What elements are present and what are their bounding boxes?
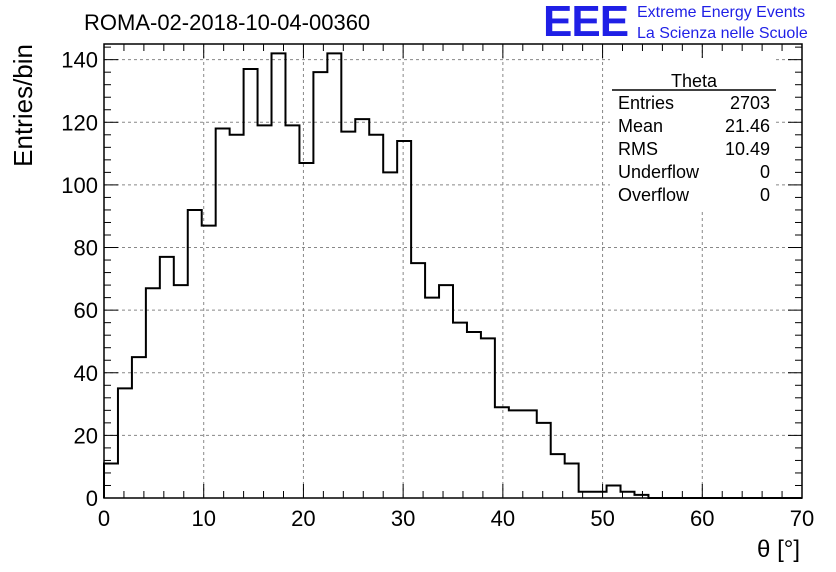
stat-mean: Mean 21.46 — [618, 116, 770, 137]
y-tick-label: 40 — [74, 361, 98, 386]
stat-underflow: Underflow 0 — [618, 162, 770, 183]
stat-label: Underflow — [618, 162, 700, 182]
x-axis-label: θ [°] — [757, 536, 800, 563]
stat-value: 21.46 — [724, 116, 770, 136]
x-tick-label: 40 — [491, 506, 515, 531]
histogram-series-line — [103, 52, 802, 499]
x-tick-label: 20 — [291, 506, 315, 531]
y-tick-label: 100 — [61, 173, 98, 198]
stat-value: 0 — [759, 162, 770, 182]
x-tick-label: 0 — [98, 506, 110, 531]
stat-entries: Entries 2703 — [618, 93, 770, 114]
y-axis-label: Entries/bin — [8, 44, 38, 167]
x-tick-label: 70 — [790, 506, 814, 531]
stat-label: Mean — [618, 116, 664, 136]
x-tick-label: 60 — [690, 506, 714, 531]
y-tick-label: 140 — [61, 48, 98, 73]
y-tick-label: 0 — [86, 486, 98, 511]
chart-title: ROMA-02-2018-10-04-00360 — [84, 10, 371, 35]
plot-frame — [103, 43, 803, 499]
stats-box — [610, 58, 776, 212]
y-tick-label: 120 — [61, 110, 98, 135]
stat-value: 10.49 — [724, 139, 770, 159]
logo-line-2: La Scienza nelle Scuole — [637, 25, 808, 42]
stat-value: 0 — [759, 185, 770, 205]
x-tick-label: 50 — [590, 506, 614, 531]
stats-box-title: Theta — [670, 71, 718, 91]
stat-value: 2703 — [729, 93, 770, 113]
stat-rms: RMS 10.49 — [618, 139, 770, 160]
stat-label: Entries — [618, 93, 675, 113]
x-tick-label: 10 — [191, 506, 215, 531]
y-tick-label: 20 — [74, 423, 98, 448]
logo-line-1: Extreme Energy Events — [637, 4, 806, 21]
eee-logo: EEE — [543, 0, 629, 46]
y-tick-label: 80 — [74, 236, 98, 261]
stat-overflow: Overflow 0 — [618, 185, 770, 206]
y-tick-label: 60 — [74, 298, 98, 323]
stat-label: Overflow — [618, 185, 690, 205]
stat-label: RMS — [618, 139, 658, 159]
x-tick-label: 30 — [391, 506, 415, 531]
